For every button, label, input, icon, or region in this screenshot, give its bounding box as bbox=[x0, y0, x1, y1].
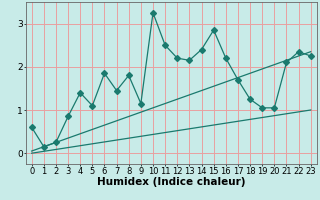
X-axis label: Humidex (Indice chaleur): Humidex (Indice chaleur) bbox=[97, 177, 245, 187]
